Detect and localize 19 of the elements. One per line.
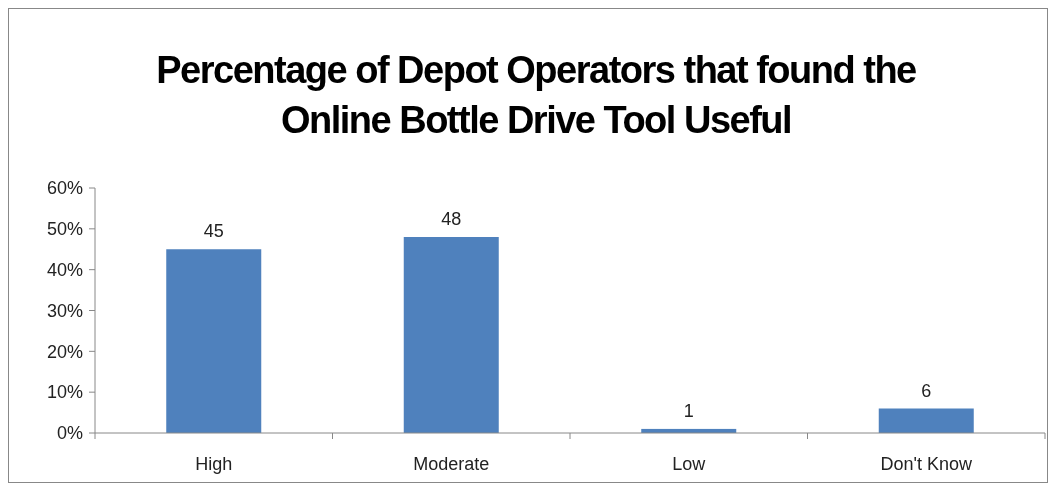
y-tick-label: 40% <box>46 259 83 280</box>
chart-title: Percentage of Depot Operators that found the Online Bottle Drive Tool Useful <box>156 49 917 141</box>
x-tick-label: High <box>195 454 233 474</box>
data-label: 6 <box>921 380 932 401</box>
bar <box>166 249 262 433</box>
y-tick-label: 10% <box>46 382 83 403</box>
data-label: 45 <box>203 221 224 242</box>
bar <box>878 408 974 433</box>
bar <box>403 237 499 433</box>
x-tick-label: Don't Know <box>880 454 973 474</box>
x-tick-label: Low <box>672 454 707 474</box>
data-label: 48 <box>441 209 462 229</box>
data-label: 1 <box>683 400 694 421</box>
y-tick-label: 60% <box>46 178 83 199</box>
y-tick-label: 0% <box>56 423 83 444</box>
y-tick-label: 30% <box>46 300 83 321</box>
x-tick-label: Moderate <box>413 454 490 474</box>
y-tick-label: 50% <box>46 219 83 240</box>
y-tick-label: 20% <box>46 341 83 362</box>
